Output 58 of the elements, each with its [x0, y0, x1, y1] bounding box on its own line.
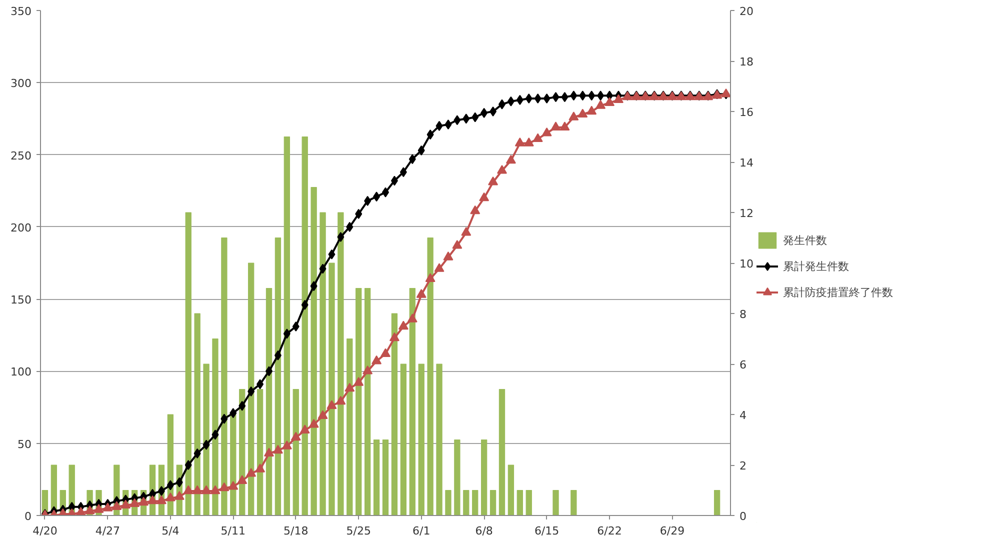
- y2-tick-label: 16: [740, 106, 754, 119]
- bar: [266, 288, 272, 516]
- x-tick-label: 6/29: [660, 524, 685, 538]
- x-tick-label: 4/20: [32, 524, 58, 538]
- y-tick-label: 100: [10, 366, 32, 379]
- y-tick-label: 250: [10, 149, 32, 162]
- y-tick-label: 0: [24, 510, 32, 523]
- x-tick-label: 4/27: [95, 524, 120, 538]
- legend-label: 累計発生件数: [783, 258, 849, 274]
- bar: [454, 439, 460, 516]
- y-tick-label: 150: [10, 294, 32, 307]
- bar: [526, 490, 532, 516]
- bar: [194, 313, 200, 516]
- bar: [418, 364, 424, 516]
- bar: [373, 439, 380, 516]
- bar: [508, 464, 514, 516]
- x-tick-label: 5/25: [346, 524, 371, 538]
- x-tick-label: 6/8: [475, 524, 493, 538]
- y2-tick-label: 8: [740, 308, 746, 321]
- y2-tick-label: 2: [740, 460, 746, 472]
- bar: [570, 490, 577, 516]
- x-tick-label: 6/22: [597, 524, 622, 538]
- x-tick-label: 6/1: [412, 524, 430, 538]
- bar: [400, 364, 406, 516]
- bar: [445, 490, 452, 516]
- bar: [490, 490, 496, 516]
- bar: [498, 388, 506, 516]
- bar: [480, 439, 488, 516]
- bar: [391, 313, 398, 516]
- bar: [284, 136, 290, 516]
- y2-tick-label: 12: [740, 207, 754, 220]
- y2-tick-label: 10: [740, 258, 754, 270]
- legend-label: 発生件数: [783, 232, 827, 248]
- y2-tick-label: 0: [740, 510, 746, 523]
- y-tick-label: 200: [10, 221, 32, 234]
- bar: [472, 490, 478, 516]
- x-tick-label: 5/18: [284, 524, 308, 538]
- y2-tick-label: 18: [740, 56, 754, 68]
- x-tick-label: 6/15: [534, 524, 560, 538]
- y2-tick-label: 14: [740, 156, 754, 170]
- y2-tick-label: 4: [740, 409, 746, 422]
- bar: [382, 439, 389, 516]
- y2-tick-label: 20: [740, 5, 754, 18]
- bar: [203, 364, 210, 516]
- bar: [185, 212, 192, 516]
- legend-label: 累計防疫措置終了件数: [783, 284, 893, 300]
- y-tick-label: 350: [10, 5, 32, 18]
- y-tick-label: 50: [18, 438, 32, 451]
- bar: [552, 490, 559, 516]
- bar: [516, 490, 523, 516]
- y-tick-label: 300: [10, 77, 32, 90]
- bar: [463, 490, 470, 516]
- bar: [714, 490, 720, 516]
- y2-tick-label: 6: [740, 358, 746, 372]
- bar: [436, 364, 442, 516]
- x-tick-label: 5/11: [220, 524, 246, 538]
- bar: [274, 237, 282, 516]
- x-tick-label: 5/4: [162, 524, 180, 538]
